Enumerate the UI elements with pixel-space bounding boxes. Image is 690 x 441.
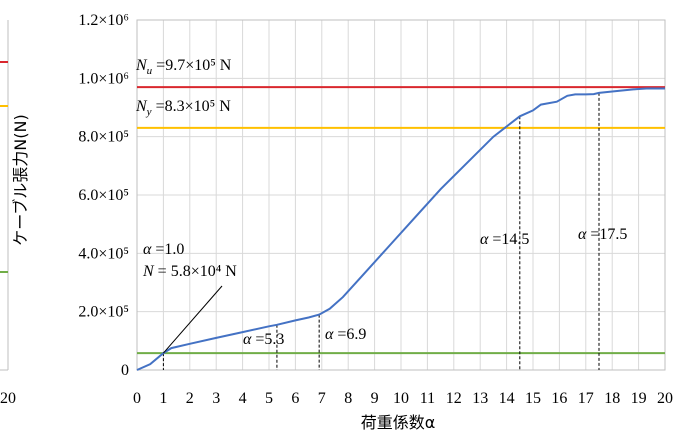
x-tick-label: 15	[525, 390, 541, 407]
marker-dashed-lines	[162, 92, 600, 370]
y-axis-ticks: 0 2.0×10⁵ 4.0×10⁵ 6.0×10⁵ 8.0×10⁵ 1.0×10⁶ 1.2×…	[78, 12, 129, 379]
x-tick-label: 4	[239, 390, 247, 407]
x-tick-label: 3	[212, 390, 220, 407]
annotation-ny: Ny =8.3×10⁵ N	[135, 98, 231, 118]
y-tick-label: 1.0×10⁶	[78, 70, 129, 87]
x-tick-label: 5	[265, 390, 273, 407]
annotation-nu: Nu =9.7×10⁵ N	[135, 57, 232, 77]
plot-area	[136, 19, 666, 371]
y-tick-label: 8.0×10⁵	[78, 129, 129, 146]
x-tick-label: 8	[344, 390, 352, 407]
x-tick-label: 11	[420, 390, 435, 407]
x-tick-label: 19	[631, 390, 647, 407]
x-tick-label: 9	[371, 390, 379, 407]
x-tick-label: 13	[472, 390, 488, 407]
x-axis-ticks: 0 1 2 3 4 5 6 7 8 9 10 11 12 13 14 15 16 17 18 19 20	[133, 390, 673, 407]
left-panel-tick-label: 20	[0, 390, 16, 407]
y-tick-label: 0	[121, 362, 129, 379]
x-tick-label: 18	[604, 390, 620, 407]
left-panel-fragment: 20	[0, 20, 16, 407]
x-tick-label: 14	[499, 390, 515, 407]
x-tick-label: 0	[133, 390, 141, 407]
x-axis-title: 荷重係数α	[361, 413, 436, 432]
y-tick-label: 2.0×10⁵	[78, 304, 129, 321]
annotation-alpha-1-0: α =1.0	[143, 241, 184, 258]
annotation-alpha-17-5: α =17.5	[578, 226, 627, 243]
annotation-alpha-6-9: α =6.9	[325, 326, 366, 343]
grid-lines	[136, 19, 666, 371]
x-tick-label: 16	[551, 390, 567, 407]
x-tick-label: 17	[578, 390, 594, 407]
y-tick-label: 1.2×10⁶	[78, 12, 129, 29]
y-tick-label: 4.0×10⁵	[78, 245, 129, 262]
x-tick-label: 10	[393, 390, 409, 407]
annotation-n-5-8e4: N = 5.8×10⁴ N	[142, 263, 237, 280]
x-tick-label: 1	[159, 390, 167, 407]
x-tick-label: 6	[291, 390, 299, 407]
annotation-alpha-14-5: α =14.5	[480, 231, 529, 248]
x-tick-label: 7	[318, 390, 326, 407]
reference-lines	[137, 86, 665, 355]
y-tick-label: 6.0×10⁵	[78, 187, 129, 204]
annotation-leader-line	[163, 285, 223, 354]
y-axis-title: ケーブル張力N(N)	[11, 114, 30, 245]
annotation-alpha-5-3: α =5.3	[243, 331, 284, 348]
annotations: Nu =9.7×10⁵ N Ny =8.3×10⁵ N α =1.0 N = 5…	[135, 57, 627, 348]
x-tick-label: 12	[446, 390, 462, 407]
x-tick-label: 20	[657, 390, 673, 407]
series-line-cable-tension	[136, 87, 665, 371]
x-tick-label: 2	[186, 390, 194, 407]
